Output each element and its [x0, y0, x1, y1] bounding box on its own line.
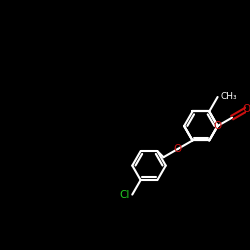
Text: O: O: [214, 121, 222, 131]
Text: Cl: Cl: [119, 190, 129, 200]
Text: O: O: [242, 104, 250, 114]
Text: O: O: [174, 144, 182, 154]
Text: CH₃: CH₃: [220, 92, 237, 102]
